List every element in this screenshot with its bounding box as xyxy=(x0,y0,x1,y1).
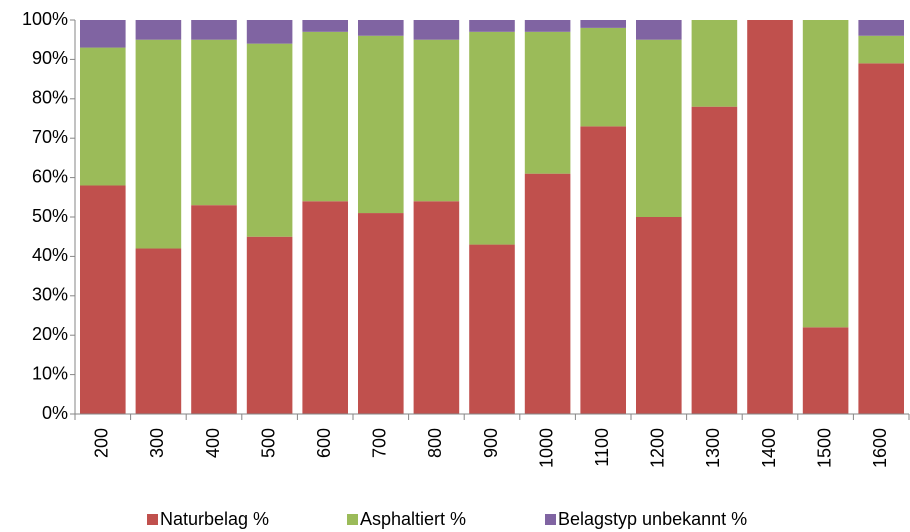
x-tick-label: 400 xyxy=(203,428,223,458)
x-tick-label: 1100 xyxy=(592,428,612,467)
bar-segment xyxy=(246,236,293,414)
bar-segment xyxy=(524,31,571,174)
y-tick-label: 40% xyxy=(32,245,68,265)
bar-segment xyxy=(802,327,849,414)
y-tick-label: 90% xyxy=(32,48,68,68)
x-tick-label: 800 xyxy=(425,428,445,458)
bar-segment xyxy=(524,20,571,32)
y-tick-label: 10% xyxy=(32,363,68,383)
bar-segment xyxy=(135,20,182,40)
legend-label: Asphaltiert % xyxy=(360,509,466,529)
bar-segment xyxy=(413,39,460,202)
bar-segment xyxy=(858,63,904,415)
bar-segment xyxy=(524,173,571,414)
legend-swatch xyxy=(347,514,358,525)
bar-segment xyxy=(469,244,515,414)
bar-segment xyxy=(80,47,126,186)
bar-segment xyxy=(580,126,626,414)
y-tick-label: 100% xyxy=(22,9,68,29)
legend-label: Belagstyp unbekannt % xyxy=(558,509,747,529)
bar-segment xyxy=(413,201,460,414)
x-tick-label: 600 xyxy=(314,428,334,458)
x-tick-label: 1400 xyxy=(759,428,779,468)
x-tick-label: 1000 xyxy=(536,428,556,468)
x-tick-label: 500 xyxy=(258,428,278,458)
bar-segment xyxy=(469,20,515,32)
bar-segment xyxy=(469,31,515,245)
bar-segment xyxy=(80,20,126,48)
bar-segment xyxy=(80,185,126,414)
y-tick-label: 50% xyxy=(32,206,68,226)
y-tick-label: 60% xyxy=(32,166,68,186)
bar-segment xyxy=(135,39,182,249)
bar-segment xyxy=(691,20,738,107)
y-tick-label: 70% xyxy=(32,127,68,147)
bar-segment xyxy=(191,39,237,206)
bar-segment xyxy=(191,205,237,414)
bar-segment xyxy=(580,20,626,28)
y-tick-label: 30% xyxy=(32,285,68,305)
bar-segment xyxy=(413,20,460,40)
x-tick-label: 700 xyxy=(370,428,390,458)
x-tick-label: 300 xyxy=(147,428,167,458)
y-tick-label: 80% xyxy=(32,88,68,108)
y-tick-label: 20% xyxy=(32,324,68,344)
x-tick-label: 1600 xyxy=(870,428,890,468)
bar-segment xyxy=(636,217,682,414)
bar-segment xyxy=(358,213,404,414)
bar-segment xyxy=(135,248,182,414)
bar-segment xyxy=(580,27,626,127)
legend-label: Naturbelag % xyxy=(160,509,269,529)
bar-segment xyxy=(302,201,348,414)
bar-segment xyxy=(246,20,293,44)
bar-segment xyxy=(747,20,793,414)
x-tick-label: 1200 xyxy=(648,428,668,468)
legend-swatch xyxy=(545,514,556,525)
bar-segment xyxy=(302,31,348,202)
bar-segment xyxy=(802,20,849,328)
bar-segment xyxy=(358,20,404,36)
bar-segment xyxy=(858,20,904,36)
x-tick-label: 900 xyxy=(481,428,501,458)
bar-segment xyxy=(636,39,682,218)
bar-segment xyxy=(691,106,738,415)
x-tick-label: 200 xyxy=(92,428,112,458)
bar-segment xyxy=(191,20,237,40)
bar-segment xyxy=(302,20,348,32)
bar-segment xyxy=(246,43,293,237)
legend-swatch xyxy=(147,514,158,525)
x-tick-label: 1300 xyxy=(703,428,723,468)
bar-segment xyxy=(358,35,404,214)
x-tick-label: 1500 xyxy=(814,428,834,468)
bar-segment xyxy=(636,20,682,40)
bar-segment xyxy=(858,35,904,64)
y-tick-label: 0% xyxy=(42,403,68,423)
